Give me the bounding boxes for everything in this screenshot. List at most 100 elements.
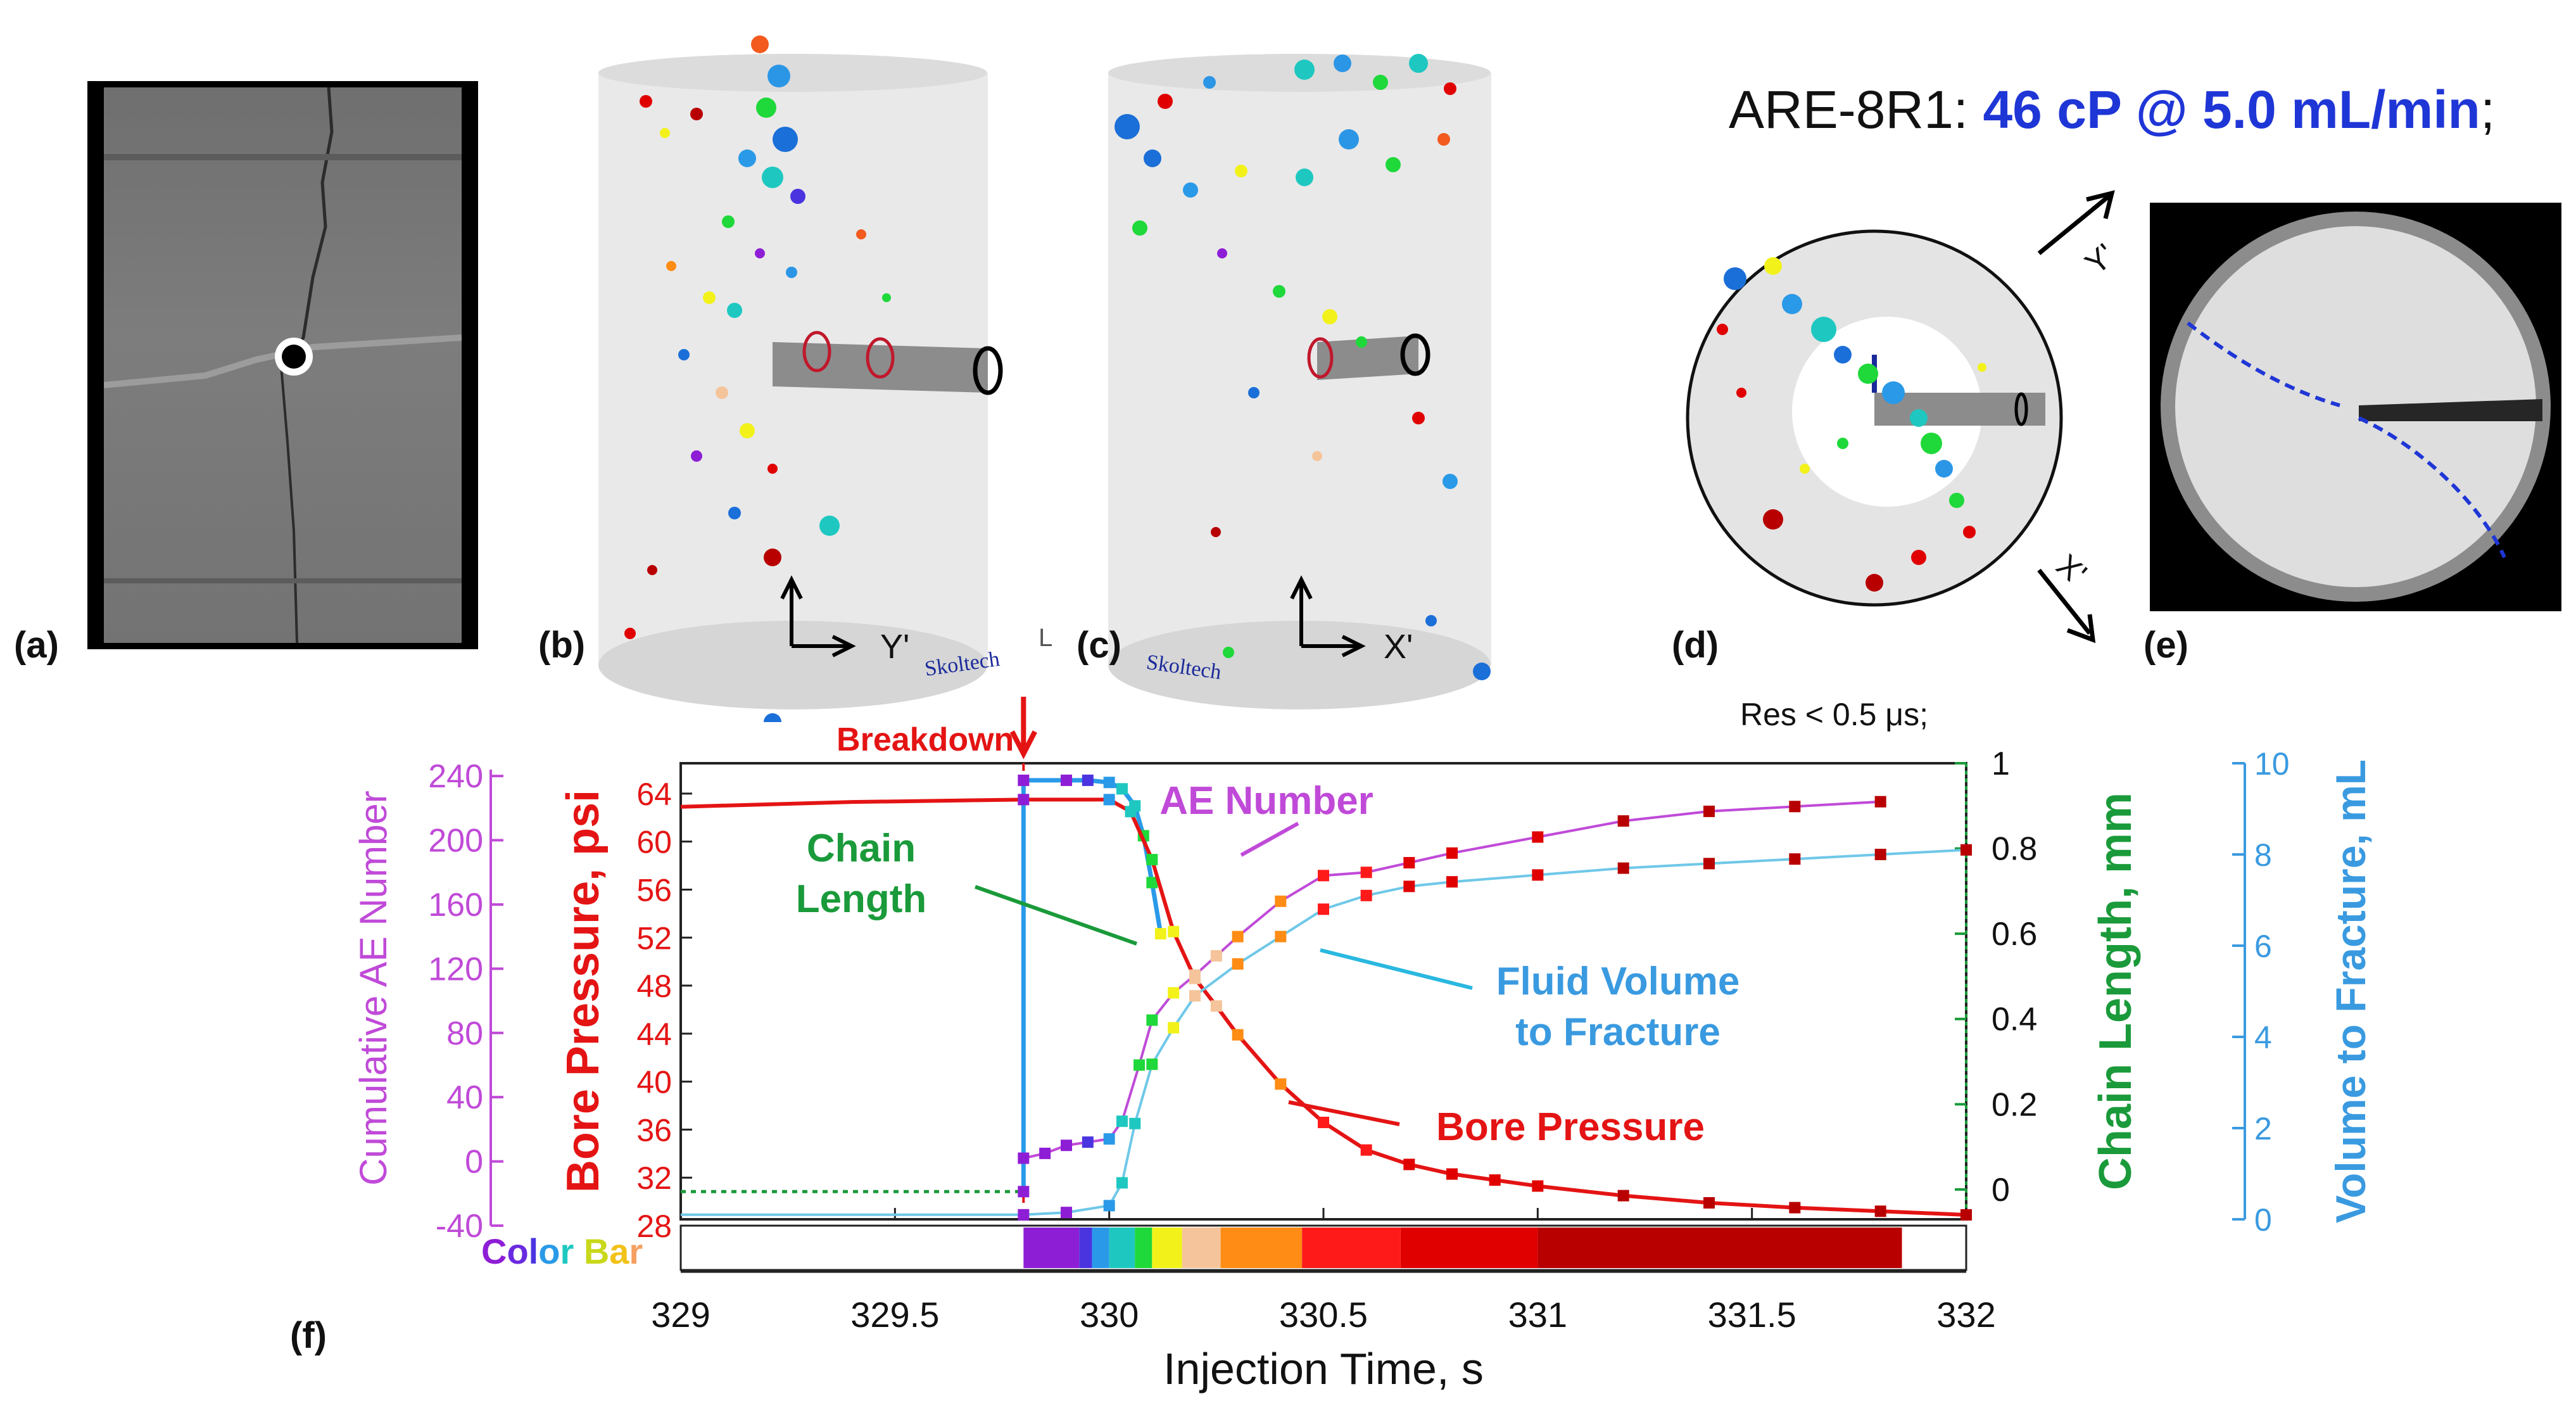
- colorbar-segment: [1537, 1228, 1902, 1268]
- chain-tick-label: 0.8: [1992, 831, 2037, 868]
- annot-ae: AE Number: [1159, 779, 1373, 823]
- colorbar-segment: [1023, 1228, 1080, 1268]
- ae-marker: [1703, 805, 1715, 817]
- x-tick-label: 330.5: [1279, 1295, 1368, 1335]
- volume-marker: [1103, 1200, 1115, 1212]
- ae-events-d: [1717, 257, 1986, 592]
- ae-tick-label: 240: [428, 758, 483, 795]
- bore-marker: [1874, 1205, 1886, 1217]
- experiment-title: ARE-8R1: 46 cP @ 5.0 mL/min;: [1729, 79, 2495, 141]
- bore-axis-label: Bore Pressure, psi: [558, 790, 609, 1193]
- annot-chain-1: Chain: [807, 827, 916, 870]
- ae-marker: [1617, 815, 1629, 827]
- volume-marker: [1960, 844, 1972, 856]
- x-tick-label: 329.5: [850, 1295, 939, 1335]
- ae-marker: [1039, 1147, 1051, 1159]
- ae-marker: [1133, 1059, 1146, 1071]
- bore-marker: [1232, 1029, 1244, 1041]
- bore-marker: [1532, 1180, 1544, 1192]
- colorbar-segment: [1152, 1228, 1182, 1268]
- annot-fluid-2: to Fracture: [1515, 1010, 1720, 1054]
- chain-marker: [1154, 928, 1166, 940]
- ae-marker: [1275, 895, 1287, 907]
- cylinder-c: [1108, 54, 1491, 709]
- chain-line: [1021, 778, 1163, 1192]
- volume-tick-label: 4: [2254, 1020, 2272, 1055]
- x-tick-label: 332: [1936, 1295, 1995, 1335]
- ae-marker: [1232, 930, 1244, 943]
- chain-marker: [1103, 777, 1115, 789]
- ae-marker: [1318, 870, 1329, 882]
- chain-marker: [1116, 783, 1128, 795]
- bore-marker: [1489, 1174, 1501, 1186]
- view-arrows-d: [2037, 190, 2115, 644]
- volume-tick-label: 2: [2254, 1111, 2272, 1146]
- ae-3d-view-b: [570, 13, 1026, 731]
- ae-marker: [1189, 969, 1201, 981]
- sample-name: ARE-8R1:: [1729, 80, 1969, 139]
- volume-marker: [1617, 862, 1629, 874]
- volume-marker: [1061, 1207, 1072, 1219]
- ae-marker: [1789, 801, 1801, 813]
- ae-tick-label: 120: [428, 951, 483, 987]
- x-axis-label: Injection Time, s: [1163, 1344, 1484, 1393]
- volume-marker: [1189, 990, 1201, 1002]
- axis-label-y-prime-b: Y': [880, 628, 910, 666]
- ae-marker: [1018, 1152, 1030, 1164]
- colorbar-segment: [1109, 1228, 1135, 1268]
- bore-tick-label: 44: [636, 1017, 672, 1052]
- ae-marker: [1103, 1133, 1115, 1145]
- breakdown-arrow: [1009, 697, 1037, 759]
- bore-marker: [1360, 1144, 1372, 1156]
- bore-marker: [1960, 1209, 1972, 1221]
- axis-label-x-prime-c: X': [1384, 628, 1413, 666]
- x-tick-label: 329: [651, 1295, 710, 1335]
- colorbar-label: Color Bar: [481, 1231, 643, 1271]
- annot-ae-arrow: [1240, 822, 1299, 857]
- ae-marker: [1360, 867, 1372, 879]
- bore-marker: [1103, 794, 1115, 806]
- volume-marker: [1129, 1117, 1141, 1129]
- volume-marker: [1232, 958, 1244, 970]
- bore-tick-label: 60: [636, 825, 672, 860]
- bore-marker: [1446, 1168, 1458, 1180]
- chain-tick-label: 0.6: [1992, 916, 2037, 953]
- volume-marker: [1874, 849, 1886, 860]
- chain-marker: [1061, 774, 1072, 786]
- bore-marker: [1125, 806, 1137, 818]
- volume-marker: [1146, 1058, 1158, 1070]
- title-end: ;: [2480, 80, 2496, 139]
- colorbar-segment: [1092, 1228, 1109, 1268]
- resolution-note: Res < 0.5 μs;: [1740, 697, 1928, 732]
- ae-marker: [1446, 847, 1458, 859]
- volume-marker: [1168, 1022, 1180, 1034]
- colorbar-segment: [1400, 1228, 1538, 1268]
- chain-tick-label: 0.4: [1992, 1001, 2037, 1038]
- colorbar-segment: [1302, 1228, 1401, 1268]
- bore-tick-label: 32: [636, 1160, 672, 1196]
- bore-tick-label: 28: [636, 1209, 672, 1244]
- annot-fluid-arrow: [1320, 948, 1473, 990]
- ct-top-slice: [2161, 212, 2551, 602]
- bore-marker: [1275, 1078, 1287, 1090]
- chain-marker: [1018, 1186, 1030, 1198]
- bore-marker: [1318, 1117, 1329, 1129]
- ae-axis-label: Cumulative AE Number: [352, 790, 395, 1186]
- ct-core-section: [103, 87, 462, 644]
- ae-tick-label: 200: [428, 823, 483, 860]
- ae-top-view-d: [1678, 203, 2090, 633]
- volume-marker: [1446, 876, 1458, 888]
- ae-marker: [1210, 950, 1222, 962]
- colorbar-segment: [1220, 1228, 1303, 1268]
- bore-marker: [1403, 1159, 1415, 1171]
- chain-marker: [1082, 774, 1094, 786]
- ae-tick-label: 160: [428, 887, 483, 924]
- panel-label-e: (e): [2144, 625, 2188, 666]
- volume-axis-label: Volume to Fracture, mL: [2327, 759, 2374, 1223]
- ae-marker: [1532, 831, 1544, 843]
- ae-marker: [1082, 1136, 1094, 1148]
- bore-marker: [1018, 794, 1030, 806]
- chain-marker: [1018, 774, 1030, 786]
- bore-marker: [1168, 925, 1180, 937]
- volume-tick-label: 6: [2254, 929, 2272, 964]
